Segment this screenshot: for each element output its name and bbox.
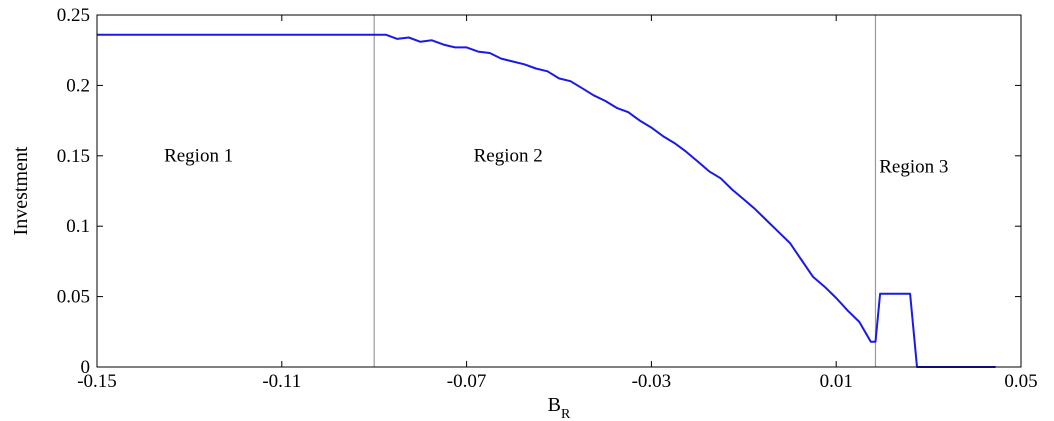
y-tick-label: 0.2 (66, 75, 90, 96)
series-line-1 (97, 33, 996, 368)
y-tick-label: 0.05 (57, 287, 90, 308)
x-axis-label: BR (548, 394, 571, 421)
plot-frame (96, 14, 1022, 368)
region-label-1: Region 1 (164, 145, 233, 166)
x-tick-label: -0.03 (632, 371, 672, 392)
y-axis-label: Investment (10, 146, 32, 235)
region-labels: Region 1 Region 2 Region 3 (164, 145, 948, 177)
x-axis-label-main: B (548, 394, 561, 416)
region-boundaries (373, 15, 877, 367)
x-tick-label: 0.01 (820, 371, 853, 392)
x-tick-label: -0.11 (262, 371, 301, 392)
x-tick-label: 0.05 (1004, 371, 1037, 392)
x-tick-label: -0.07 (447, 371, 487, 392)
y-tick-label: 0.15 (57, 146, 90, 167)
axis-ticks: -0.15 -0.11 -0.07 -0.03 0.01 0.05 0 0.05 0.1 0.15… (57, 5, 1038, 392)
x-tick-label: -0.15 (77, 371, 117, 392)
y-tick-label: 0.25 (57, 5, 90, 26)
region-label-2: Region 2 (474, 145, 543, 166)
y-tick-label: 0.1 (66, 216, 90, 237)
y-tick-label: 0 (81, 357, 91, 378)
x-axis-label-subscript: R (561, 407, 571, 421)
region-label-3: Region 3 (879, 157, 948, 178)
series-layer (97, 33, 996, 368)
